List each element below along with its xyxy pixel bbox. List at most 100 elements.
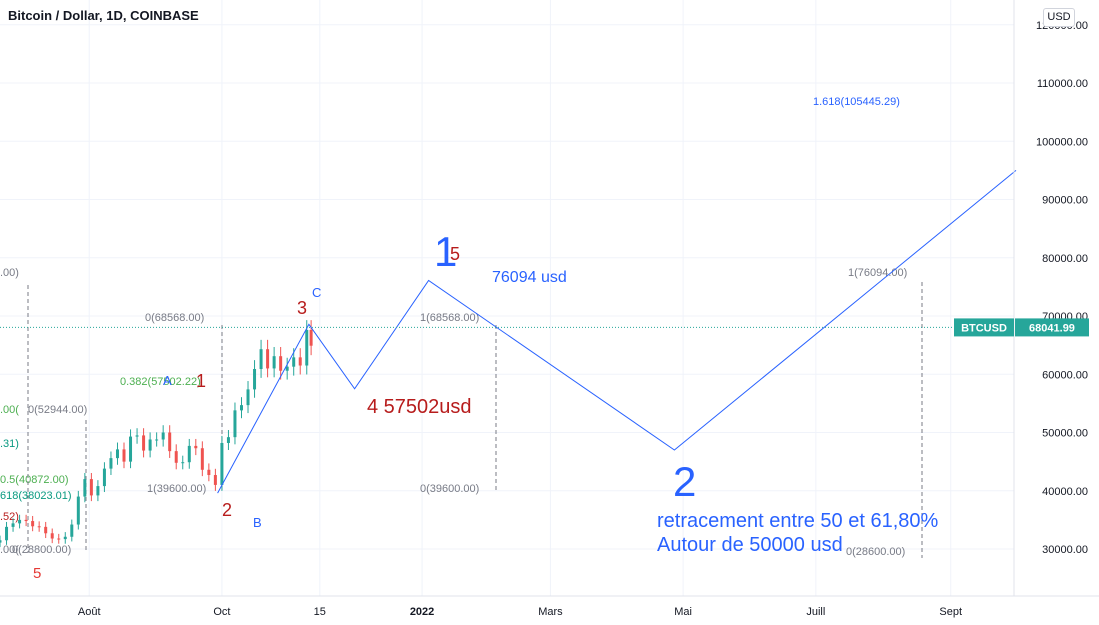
y-tick-label: 80000.00 [1042, 253, 1088, 265]
candle-body [233, 410, 237, 438]
candle-body [129, 436, 133, 462]
y-tick-label: 100000.00 [1036, 136, 1088, 148]
candle-body [102, 468, 106, 487]
x-tick-label: Sept [939, 606, 962, 618]
x-tick-label: Mai [674, 606, 692, 618]
y-tick-label: 50000.00 [1042, 428, 1088, 440]
y-tick-label: 30000.00 [1042, 544, 1088, 556]
fib-partial-label: .00( [0, 544, 19, 556]
fib-level-label: 0(28800.00) [12, 544, 71, 556]
fib-partial-label: .52) [0, 511, 19, 523]
candle-body [135, 435, 139, 437]
symbol-title[interactable]: Bitcoin / Dollar, 1D, COINBASE [8, 8, 199, 23]
candle-body [298, 357, 302, 366]
fib-level-label: 0(52944.00) [28, 404, 87, 416]
candle-body [109, 458, 113, 469]
candle-body [89, 479, 93, 496]
grid-lines [0, 0, 1014, 596]
candle-body [174, 451, 178, 463]
retracement-annotation-line2: Autour de 50000 usd [657, 534, 843, 556]
last-price-label: 68041.99 [1029, 322, 1075, 334]
candle-body [200, 448, 204, 470]
y-tick-label: 40000.00 [1042, 486, 1088, 498]
fib-level-label: 0.5(40872.00) [0, 474, 69, 486]
y-tick-label: 90000.00 [1042, 195, 1088, 207]
candle-body [0, 540, 2, 543]
y-tick-label: 60000.00 [1042, 369, 1088, 381]
wave-label: 2 [222, 500, 232, 520]
candle-body [305, 329, 309, 366]
candle-body [266, 349, 270, 369]
candle-body [18, 519, 22, 524]
x-tick-label: 2022 [410, 606, 434, 618]
last-price-badge [1015, 318, 1089, 337]
candle-body [194, 445, 198, 449]
retracement-annotation-line1: retracement entre 50 et 61,80% [657, 510, 938, 532]
candle-body [63, 536, 67, 540]
candle-body [213, 475, 217, 485]
wave-label: 1 [434, 228, 457, 275]
candle-body [226, 437, 230, 443]
candle-body [181, 462, 185, 464]
fib-level-label: 0(28600.00) [846, 546, 905, 558]
x-tick-label: 15 [314, 606, 326, 618]
candle-body [259, 349, 263, 370]
candle-body [142, 435, 146, 451]
fib-level-label: 0(68568.00) [145, 312, 204, 324]
symbol-badge [954, 318, 1014, 337]
wave-label: B [253, 515, 262, 530]
candle-body [207, 469, 211, 476]
wave-label: 5 [33, 565, 41, 582]
candle-body [96, 486, 100, 496]
fib-level-label: 1(39600.00) [147, 483, 206, 495]
x-tick-label: Août [78, 606, 101, 618]
wave-label: 2 [673, 458, 696, 505]
candle-body [5, 526, 9, 541]
currency-unit-button[interactable]: USD [1043, 8, 1075, 27]
wave-label: 1 [196, 371, 206, 391]
y-tick-label: 110000.00 [1037, 78, 1088, 90]
candle-body [253, 369, 257, 390]
fib-level-label: 1.618(105445.29) [813, 96, 900, 108]
candle-body [115, 449, 119, 459]
fib-partial-label: .00( [0, 404, 19, 416]
candle-body [83, 479, 87, 497]
candle-body [50, 533, 54, 539]
candle-body [168, 432, 172, 452]
candle-body [44, 526, 48, 534]
fib-level-label: 0(39600.00) [420, 483, 479, 495]
projection-path [217, 170, 1017, 494]
candle-body [31, 521, 35, 527]
candle-body [292, 357, 296, 367]
candle-body [11, 523, 15, 527]
candle-body [161, 432, 165, 440]
projection-line [217, 170, 1017, 494]
candle-body [246, 389, 250, 406]
candle-body [148, 439, 152, 451]
fib-partial-label: .31) [0, 438, 19, 450]
candle-body [70, 524, 74, 537]
candle-body [285, 366, 289, 371]
candle-body [37, 526, 41, 528]
candle-body [272, 356, 276, 369]
fib-level-label: 1(76094.00) [848, 267, 907, 279]
x-tick-label: Juill [806, 606, 825, 618]
candle-body [155, 439, 159, 441]
candle-body [279, 356, 283, 371]
fib-level-label: 0.382(57502.22) [120, 376, 201, 388]
wave-label: 3 [297, 298, 307, 318]
x-tick-label: Mars [538, 606, 563, 618]
candle-body [57, 538, 61, 540]
wave-label: C [312, 285, 321, 300]
candlestick-series [0, 320, 313, 548]
candle-body [24, 519, 28, 522]
symbol-badge-label: BTCUSD [961, 322, 1007, 334]
candle-body [220, 442, 224, 485]
candle-body [76, 496, 80, 525]
candle-body [187, 445, 191, 463]
wave-label: 5 [450, 244, 460, 264]
candle-body [122, 449, 126, 462]
